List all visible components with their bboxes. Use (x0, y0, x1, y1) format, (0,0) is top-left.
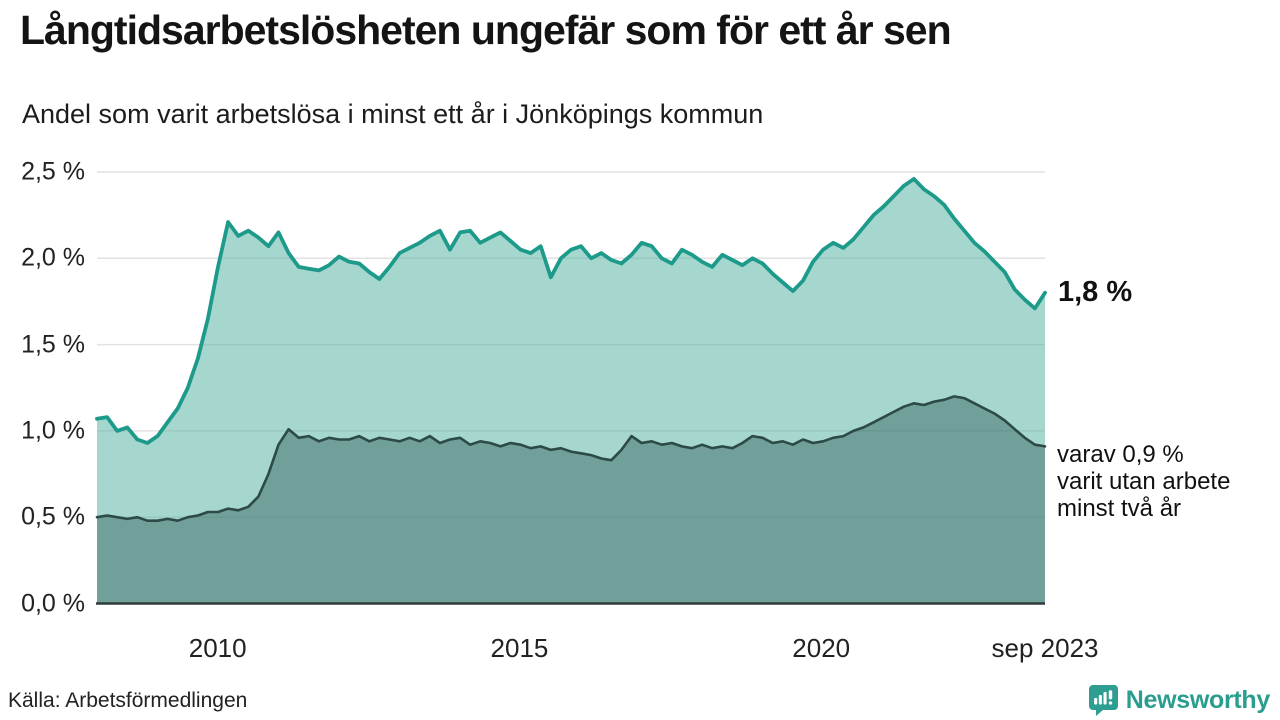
x-tick-label: 2015 (490, 633, 549, 663)
y-tick-text: 1,0 % (21, 416, 85, 445)
series-line-two-year (95, 395, 1047, 522)
secondary-annotation-line3: minst två år (1057, 495, 1182, 522)
y-tick-text: 2,0 % (21, 243, 85, 272)
y-tick-text: 0,0 % (21, 589, 85, 617)
y-tick-text: 2,5 % (21, 157, 85, 186)
page-title: Långtidsarbetslösheten ungefär som för e… (20, 7, 952, 53)
x-tick-label: sep 2023 (991, 633, 1099, 663)
brand-name: Newsworthy (1125, 685, 1271, 714)
area-fill-two-year (97, 396, 1045, 604)
source-note: Källa: Arbetsförmedlingen (8, 689, 248, 712)
y-tick-text: 0,5 % (21, 502, 85, 531)
y-tick-label: 1,5 % (0, 330, 85, 374)
secondary-series-annotation: varav 0,9 % varit utan arbete minst två … (1057, 441, 1277, 522)
secondary-annotation-line2: varit utan arbete (1057, 468, 1231, 495)
secondary-annotation-line1: varav 0,9 % (1057, 441, 1184, 468)
y-tick-label: 2,0 % (0, 244, 85, 287)
brand-logo: Newsworthy (1088, 683, 1270, 717)
series-line-one-year (95, 177, 1047, 445)
latest-value-annotation: 1,8 % (1058, 275, 1133, 308)
speech-bubble-bar-chart-icon (1088, 684, 1118, 716)
x-tick-label: 2010 (188, 633, 247, 663)
x-tick-label: 2020 (792, 633, 851, 663)
chart-subtitle: Andel som varit arbetslösa i minst ett å… (22, 99, 764, 129)
y-tick-label: 0,0 % (0, 589, 85, 633)
y-tick-label: 2,5 % (0, 158, 85, 201)
y-tick-label: 1,0 % (0, 416, 85, 460)
y-tick-label: 0,5 % (0, 503, 85, 546)
y-tick-text: 1,5 % (21, 330, 85, 359)
